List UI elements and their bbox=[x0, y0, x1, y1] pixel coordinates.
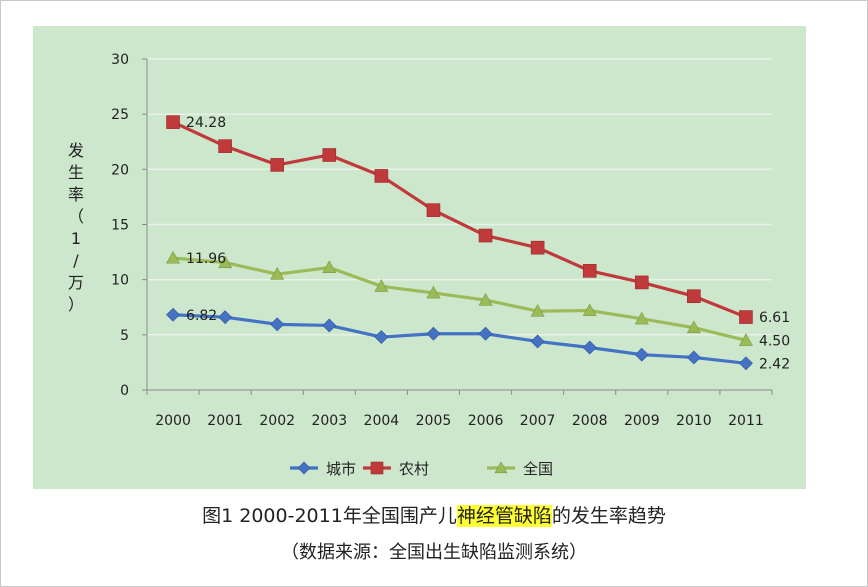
data-point bbox=[270, 317, 285, 332]
x-tick-label: 2001 bbox=[207, 413, 243, 429]
data-point bbox=[582, 340, 597, 355]
x-tick-label: 2003 bbox=[311, 413, 347, 429]
data-point bbox=[739, 310, 753, 324]
data-point bbox=[686, 350, 701, 365]
data-point bbox=[374, 279, 389, 292]
data-label: 24.28 bbox=[186, 115, 226, 131]
data-point bbox=[322, 148, 337, 162]
gridlines bbox=[147, 58, 772, 336]
caption-prefix: 图1 2000-2011年全国围产儿 bbox=[202, 505, 457, 527]
x-tick-label: 2011 bbox=[728, 413, 764, 429]
data-point bbox=[478, 326, 493, 341]
data-point bbox=[322, 260, 337, 274]
y-tick-label: 20 bbox=[111, 162, 129, 178]
y-tick-label: 25 bbox=[111, 107, 129, 123]
data-point bbox=[634, 347, 649, 362]
data-label: 6.61 bbox=[759, 310, 790, 326]
y-tick-label: 10 bbox=[111, 273, 129, 289]
series-lines bbox=[172, 120, 747, 365]
data-labels: 24.28 11.96 6.82 6.61 4.50 2.42 bbox=[186, 115, 790, 372]
legend-marker bbox=[370, 461, 384, 475]
data-point bbox=[739, 356, 753, 371]
y-axis-label-char: 率 bbox=[67, 185, 84, 204]
data-point bbox=[270, 267, 285, 280]
data-point bbox=[530, 303, 545, 317]
data-point bbox=[687, 289, 701, 304]
y-axis-label-char: 生 bbox=[67, 163, 84, 182]
data-point bbox=[478, 228, 493, 243]
data-point bbox=[218, 255, 233, 269]
series-line-0 bbox=[172, 313, 747, 365]
legend-label: 全国 bbox=[523, 460, 553, 478]
data-label: 6.82 bbox=[186, 308, 217, 324]
axes bbox=[142, 58, 773, 395]
data-point bbox=[166, 307, 180, 322]
data-point bbox=[426, 203, 441, 217]
x-tick-label: 2004 bbox=[364, 413, 400, 429]
y-axis-label-char: / bbox=[73, 251, 79, 270]
data-point bbox=[426, 285, 441, 299]
data-label: 2.42 bbox=[759, 356, 790, 372]
legend-marker bbox=[494, 461, 508, 474]
y-tick-label: 30 bbox=[111, 52, 129, 68]
x-tick-label: 2000 bbox=[155, 413, 191, 429]
data-point bbox=[426, 326, 441, 341]
y-axis-label-char: 万 bbox=[67, 273, 84, 292]
data-point bbox=[530, 334, 545, 349]
y-tick-labels: 0 5 10 15 20 25 30 bbox=[111, 52, 129, 399]
data-point bbox=[530, 240, 545, 255]
data-point bbox=[322, 318, 337, 333]
legend-marker bbox=[297, 461, 311, 475]
x-tick-labels: 2000 2001 2002 2003 2004 2005 2006 2007 2008 2009… bbox=[155, 413, 764, 429]
data-point bbox=[582, 303, 597, 317]
data-point bbox=[582, 264, 597, 278]
series-markers bbox=[166, 115, 753, 371]
y-tick-label: 15 bbox=[111, 218, 129, 234]
caption-suffix: 的发生率趋势 bbox=[551, 505, 666, 527]
x-tick-label: 2006 bbox=[468, 413, 504, 429]
y-axis-label-char: 1 bbox=[70, 229, 82, 248]
data-label: 4.50 bbox=[759, 333, 790, 349]
data-point bbox=[374, 169, 389, 183]
x-tick-label: 2007 bbox=[520, 413, 556, 429]
y-axis-label-char: ） bbox=[67, 295, 84, 314]
legend-label: 城市 bbox=[326, 460, 356, 478]
y-axis-label-char: （ bbox=[67, 207, 84, 226]
legend-label: 农村 bbox=[399, 460, 429, 478]
data-point bbox=[270, 158, 285, 172]
data-point bbox=[634, 311, 649, 325]
chart-background bbox=[33, 26, 806, 489]
figure-caption: 图1 2000-2011年全国围产儿神经管缺陷的发生率趋势 bbox=[0, 501, 868, 528]
data-point bbox=[634, 275, 649, 290]
data-point bbox=[218, 139, 232, 153]
data-point bbox=[166, 115, 180, 129]
data-label: 11.96 bbox=[186, 251, 226, 267]
series-line-2 bbox=[172, 256, 747, 342]
legend: 城市 农村 全国 bbox=[290, 460, 553, 478]
caption-highlight: 神经管缺陷 bbox=[456, 505, 552, 527]
data-point bbox=[738, 333, 753, 346]
figure-source: （数据来源：全国出生缺陷监测系统） bbox=[281, 542, 587, 563]
data-point bbox=[166, 250, 181, 264]
x-tick-label: 2008 bbox=[572, 413, 608, 429]
series-line-1 bbox=[172, 120, 747, 319]
y-axis-label-char: 发 bbox=[67, 141, 84, 160]
y-tick-label: 0 bbox=[120, 383, 129, 399]
data-point bbox=[686, 320, 701, 334]
x-tick-label: 2010 bbox=[676, 413, 712, 429]
data-point bbox=[374, 330, 389, 344]
x-tick-label: 2002 bbox=[259, 413, 295, 429]
x-tick-label: 2005 bbox=[416, 413, 452, 429]
y-tick-label: 5 bbox=[120, 328, 129, 344]
x-tick-label: 2009 bbox=[624, 413, 660, 429]
y-axis-label: 发 生 率 （ 1 / 万 ） bbox=[64, 140, 88, 316]
data-point bbox=[218, 310, 233, 325]
data-point bbox=[478, 292, 493, 306]
